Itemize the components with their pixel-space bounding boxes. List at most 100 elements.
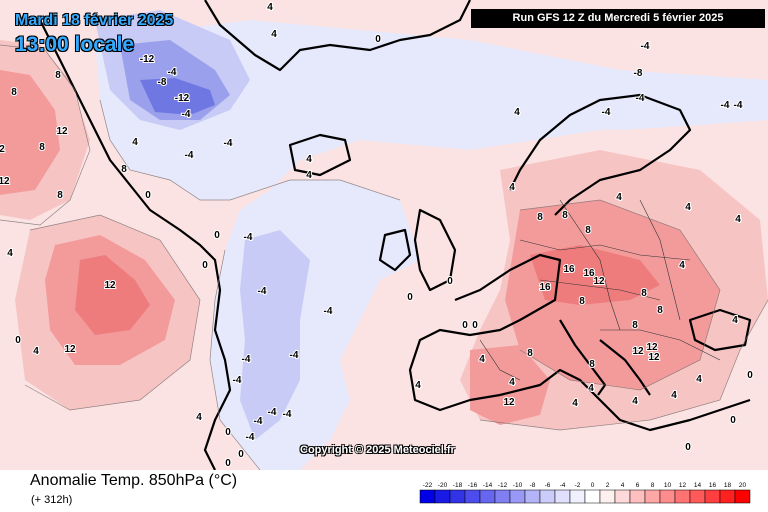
contour-label: -4: [185, 150, 194, 161]
legend-swatch: [674, 489, 691, 504]
legend-swatch: [734, 489, 751, 504]
legend-tick-label: 10: [664, 482, 672, 489]
contour-label: 12: [632, 346, 644, 357]
contour-label: -4: [233, 375, 242, 386]
contour-label: 0: [225, 427, 231, 438]
legend-swatch: [509, 489, 526, 504]
contour-label: 0: [407, 292, 413, 303]
coast-italy: [559, 319, 607, 396]
weather-map: 4 4 0 -4 -12 -4 -8 -12 -4 8 8 12 8 2 12 4 -4 -4 -8 -4 -4 -4 -4…: [0, 0, 768, 470]
legend-tick-label: -8: [530, 482, 536, 489]
warm-zone-iberia: [470, 345, 550, 425]
contour-label: 0: [472, 320, 478, 331]
contour-label: 0: [15, 335, 21, 346]
contour-label: 8: [11, 87, 17, 98]
legend-swatch: [644, 489, 661, 504]
legend-tick-label: 8: [651, 482, 655, 489]
legend-tick-label: 0: [591, 482, 595, 489]
contour-label: 8: [641, 288, 647, 299]
legend-swatch: [719, 489, 736, 504]
warm-zone-northwest-strong: [0, 70, 60, 195]
country-borders: [479, 199, 721, 381]
legend-swatch: [584, 489, 601, 504]
contour-label: 8: [39, 142, 45, 153]
contour-label: 4: [196, 412, 202, 423]
contour-label: -4: [254, 416, 263, 427]
contour-label: 8: [657, 305, 663, 316]
legend-swatch: [599, 489, 616, 504]
contour-label: 4: [415, 380, 421, 391]
run-banner: Run GFS 12 Z du Mercredi 5 février 2025: [471, 9, 765, 28]
coast-north-america: [39, 19, 232, 470]
contour-label: 4: [514, 107, 520, 118]
contour-label: 4: [306, 154, 312, 165]
contour-label: 4: [696, 374, 702, 385]
contour-label: 8: [579, 296, 585, 307]
contour-label: 8: [589, 359, 595, 370]
contour-label: 12: [646, 342, 658, 353]
contour-label: -4: [734, 100, 743, 111]
contour-label: 4: [479, 354, 485, 365]
contour-label: 0: [462, 320, 468, 331]
contour-label: -4: [258, 286, 267, 297]
contour-label: 0: [685, 442, 691, 453]
contour-label: 16: [583, 268, 595, 279]
contour-label: 4: [679, 260, 685, 271]
legend-swatch: [524, 489, 541, 504]
warm-zone-europe-core: [530, 245, 660, 305]
coast-western-europe: [408, 253, 562, 412]
legend-tick-label: -2: [575, 482, 581, 489]
contour-label: -4: [324, 306, 333, 317]
contour-label: -4: [244, 232, 253, 243]
contour-label: -4: [721, 100, 730, 111]
contour-label: 0: [202, 260, 208, 271]
forecast-date: Mardi 18 février 2025: [15, 12, 174, 29]
legend-tick-label: 4: [621, 482, 625, 489]
contour-label: 4: [7, 248, 13, 259]
warm-zone-subtropical-core: [75, 255, 150, 335]
lead-time: (+ 312h): [31, 494, 73, 506]
isolines: [0, 44, 768, 470]
contour-label: 4: [509, 377, 515, 388]
contour-label: -4: [168, 67, 177, 78]
coastlines: [39, 0, 752, 470]
cold-zone-baltic: [560, 85, 768, 130]
legend-swatch: [434, 489, 451, 504]
contour-label: 2: [0, 144, 5, 155]
contour-label: 12: [503, 397, 515, 408]
color-scale-legend: -22 -20 -18 -16 -14 -12 -10 -8 -6 -4 -2 0 2 4 6 8 10 12 14…: [419, 482, 751, 504]
contour-label: 0: [214, 230, 220, 241]
contour-label: -8: [158, 77, 167, 88]
contour-label: 12: [56, 126, 68, 137]
legend-swatch: [539, 489, 556, 504]
legend-swatch: [704, 489, 721, 504]
forecast-time: 13:00 locale: [15, 33, 135, 56]
legend-swatch: [554, 489, 571, 504]
legend-tick-label: -12: [498, 482, 508, 489]
contour-label: 16: [539, 282, 551, 293]
legend-tick-label: 6: [636, 482, 640, 489]
legend-tick-label: -18: [453, 482, 463, 489]
contour-label: 4: [306, 170, 312, 181]
legend-tick-label: 20: [739, 482, 747, 489]
legend-swatch: [449, 489, 466, 504]
contour-label: -4: [246, 432, 255, 443]
contour-label: 12: [104, 280, 116, 291]
contour-label: 16: [563, 264, 575, 275]
contour-label: -4: [602, 107, 611, 118]
contour-label: 4: [588, 383, 594, 394]
legend-tick-label: -14: [483, 482, 493, 489]
contour-label: 8: [537, 212, 543, 223]
coast-greenland: [204, 0, 471, 72]
copyright-notice: Copyright © 2025 Meteociel.fr: [300, 444, 455, 456]
contour-label: 4: [671, 390, 677, 401]
legend-swatch: [614, 489, 631, 504]
contour-label: 4: [267, 2, 273, 13]
contour-label: 0: [730, 415, 736, 426]
legend-swatch: [629, 489, 646, 504]
contour-label: 4: [735, 214, 741, 225]
contour-label: 8: [121, 164, 127, 175]
contour-label: -4: [290, 350, 299, 361]
contour-label: -4: [283, 409, 292, 420]
